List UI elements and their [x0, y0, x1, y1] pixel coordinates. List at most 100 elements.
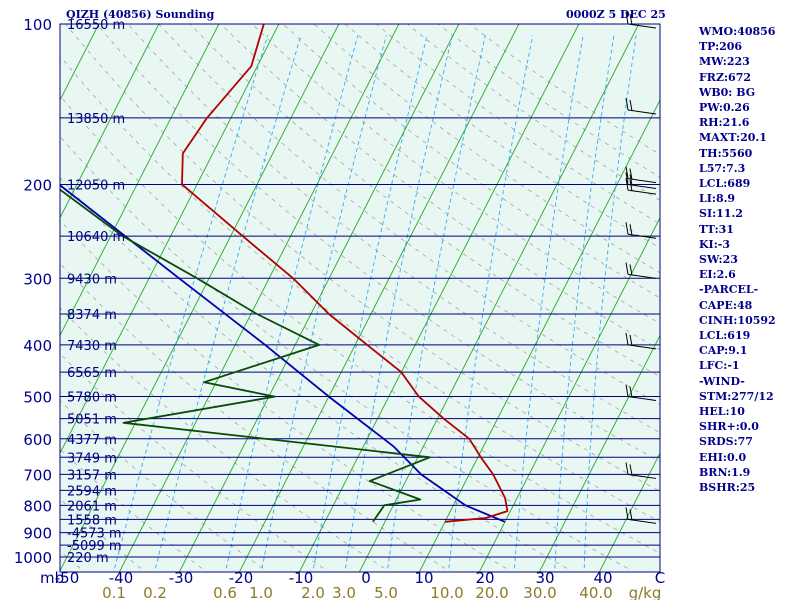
stat-item: CAPE:48: [699, 298, 753, 312]
dry-adiabat-line: [60, 135, 628, 569]
height-label: 13850 m: [67, 112, 125, 127]
mixing-ratio-line: [514, 35, 584, 569]
dry-adiabat-line: [0, 24, 19, 568]
sounding-profiles: [60, 24, 509, 523]
wind-barb-staff: [627, 23, 657, 29]
height-label: 2594 m: [67, 484, 117, 499]
stat-item: EHI:0.0: [699, 450, 747, 464]
mixing-ratio-label: 1.0: [249, 584, 273, 600]
pressure-tick-label: 800: [23, 497, 52, 515]
stat-item: CINH:10592: [699, 313, 776, 327]
wind-barb: [625, 384, 657, 402]
pressure-tick-label: 700: [23, 466, 52, 484]
stat-item: SW:23: [699, 253, 738, 267]
temperature-tick-label: -10: [289, 569, 314, 587]
isotherm-line: [598, 452, 660, 572]
stat-item: LCL:619: [699, 329, 751, 343]
stat-item: LFC:-1: [699, 359, 740, 373]
mixing-ratio-line: [114, 35, 269, 569]
sounding-indices-panel: WMO:40856 TP:206 MW:223 FRZ:672 WB0: BG PW:0.…: [699, 24, 799, 495]
isotherm-line: [60, 24, 220, 337]
mixing-ratio-label: 0.2: [143, 584, 167, 600]
stat-item: EI:2.6: [699, 268, 736, 282]
stat-item: LCL:689: [699, 177, 751, 191]
mixing-ratio-label: 3.0: [332, 584, 356, 600]
wind-barb-flag: [625, 507, 629, 520]
wind-barb-flag: [625, 172, 629, 185]
height-label: 8374 m: [67, 308, 117, 323]
wind-barb: [625, 262, 657, 279]
temperature-tick-label: -30: [169, 569, 194, 587]
stat-item: RH:21.6: [699, 116, 750, 130]
isotherm-line: [478, 216, 660, 572]
stat-item: MAXT:20.1: [699, 131, 767, 145]
wind-barb: [625, 11, 657, 29]
stat-item: MW:223: [699, 55, 750, 69]
mixing-ratio-line: [225, 35, 359, 569]
mixing-ratio-label: 5.0: [374, 584, 398, 600]
stat-item: TP:206: [699, 40, 743, 54]
mixing-ratio-label: 2.0: [301, 584, 325, 600]
plot-area: [60, 24, 660, 572]
stat-item: WMO:40856: [699, 25, 776, 38]
temperature-trace: [181, 24, 509, 523]
isotherm-line: [178, 24, 460, 572]
mixing-ratio-lines: [114, 35, 637, 569]
wind-barb-staff: [627, 189, 657, 195]
pressure-tick-label: 900: [23, 525, 52, 543]
isobars: [60, 24, 660, 558]
dewpoint-trace: [60, 188, 431, 523]
mixing-ratio-label: 10.0: [430, 584, 463, 600]
mixing-ratio-line: [448, 35, 534, 569]
isotherm-line: [418, 99, 660, 572]
wind-barb-staff: [627, 183, 657, 189]
stat-item: BRN:1.9: [699, 465, 751, 479]
wind-barb-flag: [629, 99, 633, 112]
isotherm-line: [0, 0, 51, 579]
stat-item: HEL:10: [699, 405, 745, 419]
pressure-unit-label: mb: [40, 569, 64, 587]
dry-adiabat-line: [251, 24, 660, 324]
stat-item: STM:277/12: [699, 389, 774, 403]
temperature-tick-label: 30: [535, 569, 554, 587]
temperature-tick-label: -50: [55, 569, 80, 587]
wind-barb-flag: [629, 464, 633, 476]
chart-title: QIZH (40856) Sounding: [66, 8, 215, 21]
wind-barb: [625, 97, 657, 115]
wind-barb-flag: [625, 166, 629, 179]
temperature-unit-label: C: [655, 569, 665, 587]
height-label: 3749 m: [67, 451, 117, 466]
mixing-ratio-label: 0.6: [213, 584, 237, 600]
wind-barb-staff: [627, 473, 657, 479]
mixing-ratio-label: 40.0: [579, 584, 612, 600]
isotherm-line: [538, 334, 660, 572]
height-label-top: 16550 m: [67, 18, 125, 33]
height-label: 5051 m: [67, 413, 117, 428]
mixing-ratio-line: [387, 35, 486, 569]
wind-barb-flag: [625, 262, 629, 275]
mixing-ratio-label: 20.0: [475, 584, 508, 600]
chart-datetime: 0000Z 5 DEC 25: [566, 8, 666, 21]
isotherms: [0, 0, 660, 579]
temperature-tick-label: 40: [593, 569, 612, 587]
wind-barb-flag: [625, 332, 629, 345]
wind-barb-flag: [629, 509, 633, 521]
stat-item: TT:31: [699, 222, 734, 236]
pressure-tick-label: 200: [23, 176, 52, 194]
stat-item: CAP:9.1: [699, 344, 748, 358]
dry-adiabat-line: [282, 24, 660, 299]
stat-item: -WIND-: [699, 374, 745, 388]
wind-barb: [625, 178, 657, 195]
stat-item: SI:11.2: [699, 207, 743, 221]
isotherm-line: [60, 24, 100, 102]
wind-barb-flag: [625, 11, 629, 25]
mixing-ratio-line: [583, 35, 637, 569]
wind-barb-staff: [627, 518, 657, 524]
dry-adiabat-line: [220, 24, 660, 351]
wind-barb: [625, 166, 657, 184]
temperature-tick-label: -20: [229, 569, 254, 587]
dry-adiabat-line: [60, 177, 567, 569]
mixing-ratio-line: [554, 35, 615, 569]
wind-barb-flag: [629, 264, 633, 276]
pressure-tick-label: 300: [23, 270, 52, 288]
